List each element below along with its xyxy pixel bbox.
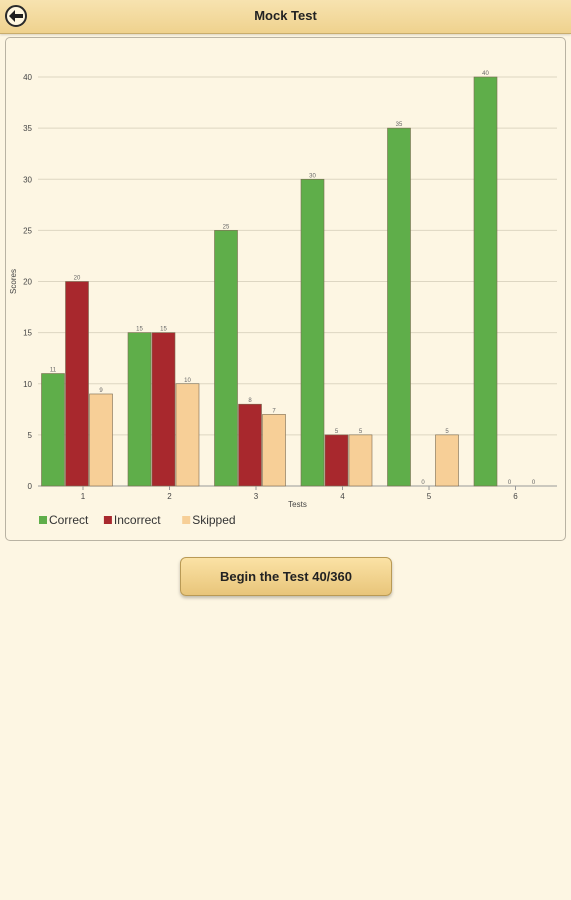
bar-correct [300,178,325,487]
bar-value-label: 15 [136,327,143,333]
begin-test-button[interactable]: Begin the Test 40/360 [180,557,392,596]
bar-value-label: 15 [160,327,167,333]
y-axis-title: Scores [9,269,18,294]
y-tick-label: 30 [23,175,32,184]
legend-swatch-skipped [182,516,191,524]
top-bar: Mock Test [0,0,571,34]
bar-value-label: 20 [74,276,81,282]
x-tick-label: 3 [254,492,259,501]
legend-label-correct: Correct [49,513,89,527]
bar-value-label: 10 [184,378,191,384]
x-tick-label: 4 [340,492,345,501]
bar-correct [127,332,152,487]
bar-correct [387,127,411,487]
y-tick-label: 0 [28,482,33,491]
chart-panel: 0 5 10 15 20 25 30 35 40 11 20 9 1 15 15 10 2 25 8 7 3 30 5 5 4 3… [5,37,566,541]
bar-value-label: 8 [248,398,252,404]
bar-value-label: 30 [309,173,316,179]
bar-correct [473,76,498,487]
page-title: Mock Test [254,8,317,23]
x-tick-label: 5 [427,492,432,501]
bar-correct [214,230,238,487]
bar-value-label: 7 [272,408,276,414]
legend-swatch-incorrect [103,516,112,524]
bar-value-label: 0 [508,480,512,486]
bar-incorrect [151,332,176,487]
y-tick-label: 10 [23,380,32,389]
back-button[interactable] [5,5,27,27]
bar-incorrect [238,403,262,487]
bar-value-label: 5 [359,429,363,435]
bar-value-label: 9 [99,388,103,394]
y-tick-label: 15 [23,329,32,338]
bar-skipped [348,434,373,487]
bar-value-label: 0 [421,480,425,486]
legend-label-incorrect: Incorrect [114,513,161,527]
x-tick-label: 6 [513,492,518,501]
y-tick-label: 40 [23,73,32,82]
bar-skipped [435,434,459,487]
bar-value-label: 0 [532,480,536,486]
bar-value-label: 40 [482,71,489,77]
y-tick-label: 35 [23,124,32,133]
y-tick-label: 25 [23,226,32,235]
x-tick-label: 1 [81,492,86,501]
y-tick-label: 20 [23,278,32,287]
bar-value-label: 35 [396,122,403,128]
x-tick-label: 2 [167,492,172,501]
legend-swatch-correct [39,516,47,524]
legend-label-skipped: Skipped [192,513,235,527]
bar-value-label: 11 [50,368,57,374]
bar-value-label: 5 [335,429,339,435]
y-tick-label: 5 [28,431,33,440]
bar-incorrect [65,281,89,487]
bar-skipped [262,414,286,487]
arrow-left-icon [9,10,23,22]
bar-skipped [89,393,113,487]
bar-correct [41,373,65,487]
bar-value-label: 25 [223,224,230,230]
bar-value-label: 5 [445,429,449,435]
bar-skipped [175,383,200,487]
x-axis-title: Tests [288,500,307,509]
bar-incorrect [324,434,349,487]
